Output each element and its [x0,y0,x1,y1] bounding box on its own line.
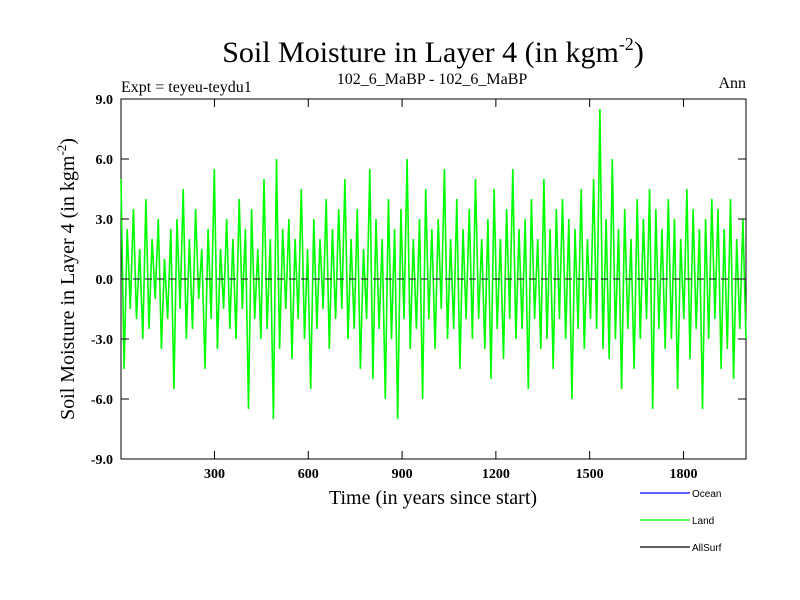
chart-title-close: ) [634,36,644,69]
y-axis-label-text: Soil Moisture in Layer 4 (in kgm [57,155,79,420]
x-axis-label: Time (in years since start) [329,487,537,509]
x-tick-label: 900 [392,467,413,482]
x-tick-label: 600 [298,467,319,482]
x-tick-label: 1800 [669,467,697,482]
chart-title-text: Soil Moisture in Layer 4 (in kgm [222,36,619,69]
subtitle-experiment: Expt = teyeu-teydu1 [121,79,252,96]
y-axis-label: Soil Moisture in Layer 4 (in kgm-2) [54,138,79,420]
y-axis-tick-labels: 9.0 6.0 3.0 0.0 -3.0 -6.0 -9.0 [91,93,113,468]
legend-land-label: Land [692,516,714,527]
y-tick-label: 3.0 [96,213,114,228]
y-tick-label: 9.0 [96,93,114,108]
subtitle-period: 102_6_MaBP - 102_6_MaBP [337,71,528,88]
y-axis-ticks [121,98,746,460]
subtitle-season: Ann [718,75,746,92]
x-axis-tick-labels: 300 600 900 1200 1500 1800 [204,467,697,482]
legend-ocean-label: Ocean [692,489,721,500]
legend-allsurf-label: AllSurf [692,543,722,554]
y-axis-label-superscript: -2 [54,145,69,156]
y-tick-label: -9.0 [91,453,113,468]
x-tick-label: 300 [204,467,225,482]
y-axis-label-close: ) [57,138,79,145]
y-tick-label: -6.0 [91,393,113,408]
x-tick-label: 1200 [482,467,510,482]
y-tick-label: -3.0 [91,333,113,348]
y-tick-label: 0.0 [96,273,114,288]
x-tick-label: 1500 [576,467,604,482]
y-tick-label: 6.0 [96,153,114,168]
chart-title: Soil Moisture in Layer 4 (in kgm-2) [222,34,644,69]
legend: Ocean Land AllSurf [640,489,722,554]
x-axis-ticks [213,99,684,459]
land-series-line [120,108,747,420]
chart-title-superscript: -2 [619,34,634,54]
